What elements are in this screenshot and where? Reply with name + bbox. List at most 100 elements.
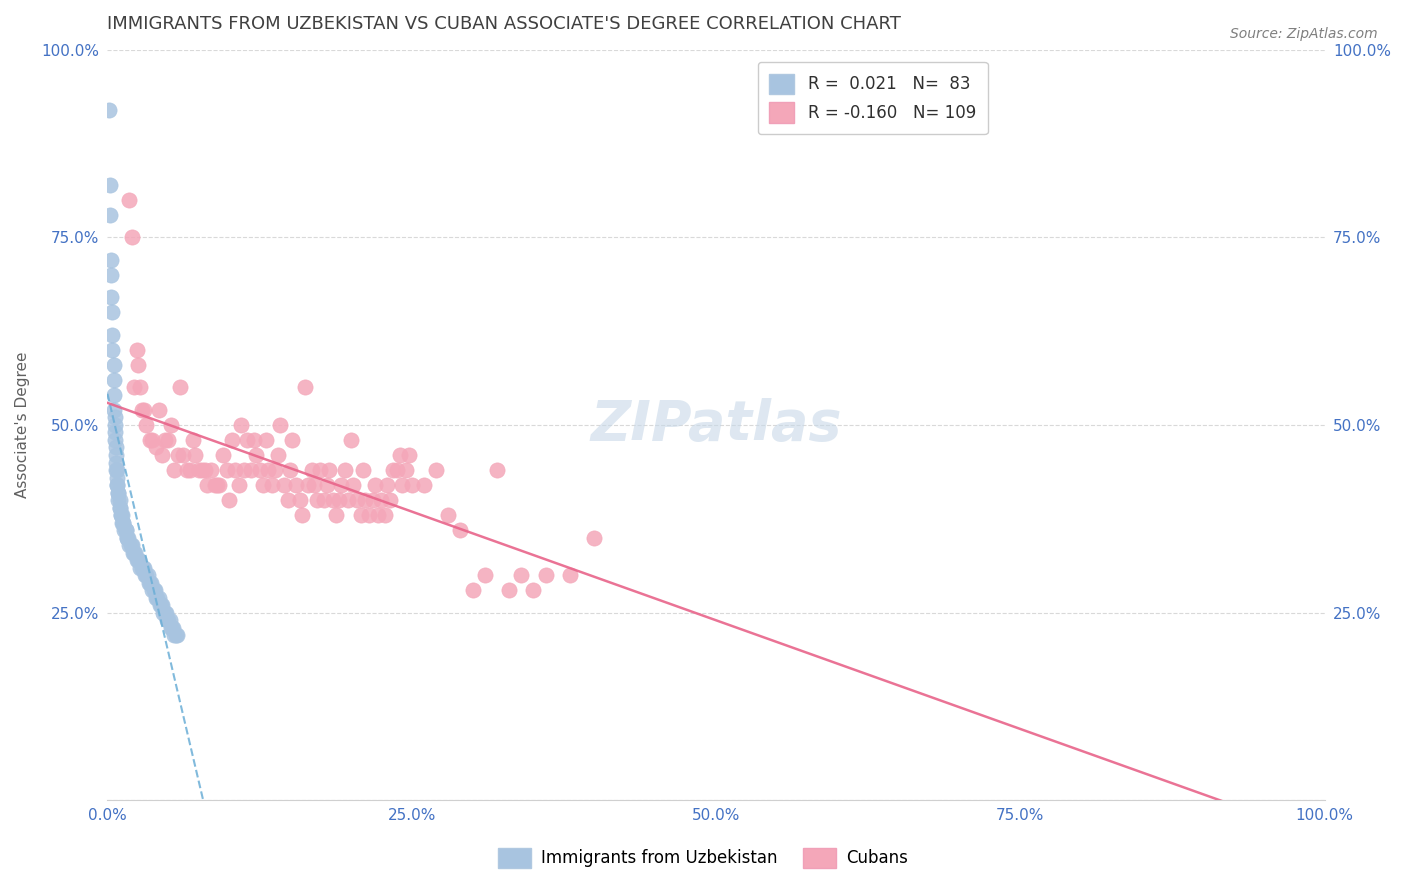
Point [245, 448, 267, 462]
Point [103, 388, 125, 402]
Point [181, 433, 204, 447]
Point [141, 433, 163, 447]
Point [127, 358, 149, 372]
Point [315, 478, 337, 492]
Point [205, 478, 228, 492]
Text: IMMIGRANTS FROM UZBEKISTAN VS CUBAN ASSOCIATE'S DEGREE CORRELATION CHART: IMMIGRANTS FROM UZBEKISTAN VS CUBAN ASSO… [107, 15, 901, 33]
Point [328, 493, 350, 508]
Point [150, 598, 173, 612]
Point [104, 417, 127, 432]
Point [314, 493, 336, 508]
Point [294, 380, 316, 394]
Point [377, 478, 399, 492]
Point [122, 380, 145, 394]
Point [163, 628, 186, 642]
Point [474, 568, 496, 582]
Point [301, 463, 323, 477]
Point [340, 433, 363, 447]
Point [361, 493, 384, 508]
Point [249, 463, 271, 477]
Point [138, 575, 160, 590]
Point [115, 531, 138, 545]
Point [291, 508, 314, 522]
Point [122, 545, 145, 559]
Point [352, 463, 374, 477]
Point [104, 448, 127, 462]
Point [114, 523, 136, 537]
Point [166, 628, 188, 642]
Point [145, 591, 167, 605]
Point [121, 230, 143, 244]
Point [215, 463, 238, 477]
Point [221, 433, 243, 447]
Point [114, 523, 136, 537]
Point [395, 463, 418, 477]
Point [273, 478, 295, 492]
Legend: R =  0.021   N=  83, R = -0.160   N= 109: R = 0.021 N= 83, R = -0.160 N= 109 [758, 62, 987, 135]
Point [264, 463, 287, 477]
Point [305, 493, 328, 508]
Point [101, 343, 124, 357]
Point [104, 433, 127, 447]
Point [148, 591, 170, 605]
Point [107, 493, 129, 508]
Point [136, 568, 159, 582]
Point [118, 193, 141, 207]
Point [108, 493, 131, 508]
Point [204, 478, 226, 492]
Point [105, 478, 128, 492]
Point [114, 523, 136, 537]
Point [153, 606, 176, 620]
Point [461, 583, 484, 598]
Point [359, 508, 381, 522]
Point [146, 591, 169, 605]
Point [159, 613, 181, 627]
Point [104, 410, 127, 425]
Point [105, 463, 128, 477]
Point [105, 470, 128, 484]
Point [98, 208, 121, 222]
Point [224, 463, 246, 477]
Point [155, 606, 177, 620]
Point [385, 463, 408, 477]
Point [145, 441, 167, 455]
Point [111, 516, 134, 530]
Point [150, 448, 173, 462]
Point [583, 531, 606, 545]
Point [232, 463, 254, 477]
Point [333, 463, 356, 477]
Point [132, 560, 155, 574]
Point [111, 508, 134, 522]
Point [437, 508, 460, 522]
Point [382, 463, 405, 477]
Point [413, 478, 436, 492]
Point [159, 417, 181, 432]
Point [269, 417, 291, 432]
Point [103, 403, 125, 417]
Point [449, 523, 471, 537]
Point [534, 568, 557, 582]
Point [191, 463, 214, 477]
Point [98, 178, 121, 192]
Point [337, 493, 360, 508]
Point [132, 560, 155, 574]
Point [510, 568, 533, 582]
Point [117, 531, 139, 545]
Point [135, 417, 157, 432]
Point [120, 538, 142, 552]
Point [176, 463, 198, 477]
Y-axis label: Associate's Degree: Associate's Degree [15, 351, 30, 499]
Point [100, 268, 122, 282]
Point [143, 583, 166, 598]
Point [169, 380, 191, 394]
Point [101, 328, 124, 343]
Point [498, 583, 520, 598]
Point [485, 463, 508, 477]
Point [342, 478, 364, 492]
Point [218, 493, 240, 508]
Point [304, 478, 326, 492]
Point [104, 441, 127, 455]
Point [139, 433, 162, 447]
Point [425, 463, 447, 477]
Point [110, 508, 132, 522]
